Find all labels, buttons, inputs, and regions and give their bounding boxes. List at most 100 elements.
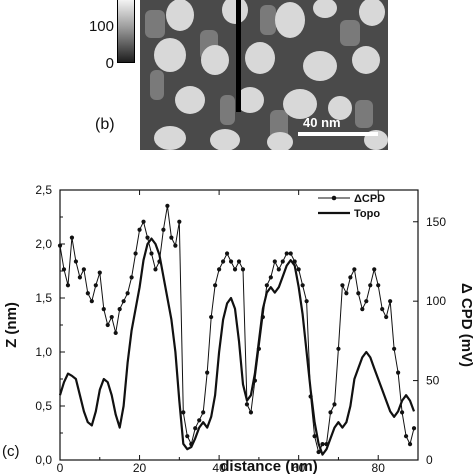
data-point: [69, 235, 75, 240]
data-point: [328, 410, 333, 415]
data-point: [364, 299, 369, 304]
data-point: [161, 227, 166, 232]
data-point: [232, 267, 238, 272]
data-point: [388, 299, 393, 304]
colorbar-tick-label: 100: [88, 18, 114, 35]
data-point: [113, 330, 118, 336]
data-point: [105, 322, 110, 328]
data-point: [61, 267, 67, 272]
data-point: [101, 307, 106, 312]
data-point: [300, 283, 305, 288]
x-axis-title: distance (nm): [220, 458, 318, 474]
data-point: [344, 291, 349, 296]
y-right-tick-label: 0: [426, 453, 433, 467]
data-point: [205, 370, 210, 375]
data-point: [336, 346, 341, 351]
y-axis-right-title: Δ CPD (mV): [458, 283, 474, 367]
data-point: [181, 410, 186, 415]
data-point: [185, 434, 190, 439]
legend-label: ΔCPD: [354, 193, 385, 205]
x-tick-label: 0: [57, 461, 64, 474]
x-tick-label: 80: [372, 461, 386, 474]
data-point: [340, 283, 345, 288]
data-point: [173, 243, 178, 248]
data-point: [117, 307, 122, 312]
data-point: [65, 283, 71, 288]
data-point: [332, 402, 337, 407]
data-point: [177, 219, 182, 224]
data-point: [268, 275, 273, 280]
profile-chart: 0 20 40 60 80 0,0 0,5 1,0 1,5 2,0 2,5 0 50 100 150 ΔCP…: [2, 183, 474, 474]
x-tick-label: 40: [212, 461, 226, 474]
scale-bar-label: 40 nm: [303, 115, 341, 130]
data-point: [368, 283, 373, 288]
data-point: [304, 299, 309, 304]
data-point: [109, 314, 114, 320]
data-point: [320, 442, 325, 447]
data-point: [77, 275, 82, 280]
data-point: [137, 227, 142, 232]
data-point: [169, 235, 174, 240]
data-point: [411, 426, 417, 431]
data-point: [396, 370, 401, 375]
y-right-tick-label: 150: [426, 215, 446, 229]
data-point: [141, 219, 146, 224]
data-point: [89, 299, 94, 304]
data-point: [288, 251, 293, 256]
data-point: [165, 203, 170, 208]
data-point: [213, 283, 218, 288]
y-tick-label: 0,5: [35, 399, 52, 413]
afm-topography-image: [140, 0, 388, 150]
data-point: [276, 267, 281, 272]
profile-chart-panel: 0 20 40 60 80 0,0 0,5 1,0 1,5 2,0 2,5 0 50 100 150 ΔCP…: [0, 172, 474, 474]
data-point: [372, 267, 377, 272]
data-point: [352, 267, 357, 272]
y-tick-label: 1,0: [35, 345, 52, 359]
data-point: [93, 283, 98, 288]
data-point: [228, 259, 234, 264]
data-point: [296, 267, 301, 272]
data-point: [73, 259, 79, 264]
data-point: [384, 314, 389, 320]
data-point: [316, 449, 321, 455]
y-tick-label: 0,0: [35, 453, 52, 467]
y-right-tick-label: 50: [426, 374, 440, 388]
data-point: [201, 410, 206, 415]
data-point: [85, 291, 90, 296]
colorbar-tick-label: 0: [105, 55, 114, 72]
data-point: [407, 442, 413, 447]
data-point: [149, 251, 154, 256]
y-tick-label: 2,5: [35, 183, 52, 197]
data-point: [125, 291, 130, 296]
y-axis-title: Z (nm): [3, 302, 20, 348]
scale-bar: [298, 132, 378, 136]
x-tick-label: 60: [292, 461, 306, 474]
data-point: [244, 402, 250, 407]
data-point: [348, 275, 353, 280]
data-point: [236, 259, 242, 264]
colorbar: [117, 0, 135, 63]
data-point: [272, 259, 277, 264]
data-point: [392, 346, 397, 351]
data-point: [248, 410, 254, 415]
data-point: [312, 434, 317, 439]
data-point: [57, 243, 63, 248]
data-point: [240, 267, 246, 272]
y-tick-label: 1,5: [35, 291, 52, 305]
data-point: [81, 267, 86, 272]
data-point: [224, 251, 230, 256]
data-point: [360, 307, 365, 312]
data-point: [356, 291, 361, 296]
data-point: [145, 235, 150, 240]
panel-label-c: (c): [2, 443, 20, 460]
data-point: [97, 270, 102, 275]
data-point: [399, 410, 405, 415]
data-point: [284, 251, 289, 256]
data-point: [153, 267, 158, 272]
data-point: [121, 299, 126, 304]
data-point: [133, 251, 138, 256]
panel-label-b: (b): [95, 116, 115, 133]
legend-label: Topo: [354, 208, 380, 220]
data-point: [209, 314, 214, 320]
data-point: [220, 259, 226, 264]
